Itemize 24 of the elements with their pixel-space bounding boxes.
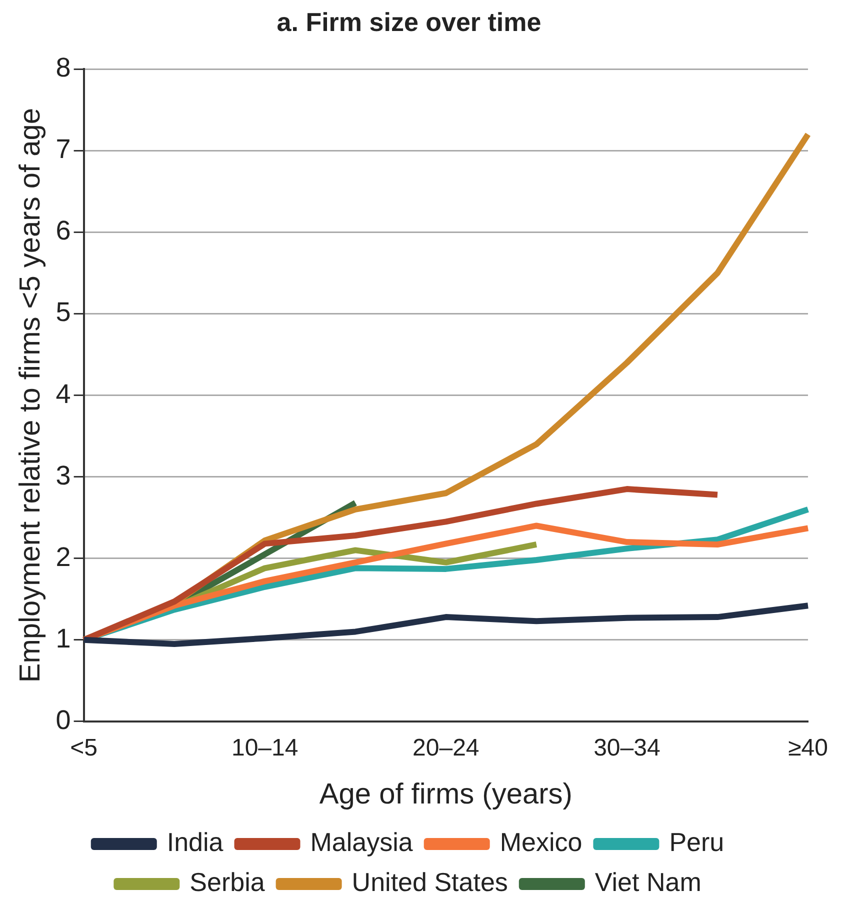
y-tick-label: 0 <box>56 704 71 735</box>
legend-label: Peru <box>669 827 724 858</box>
x-tick-label: 10–14 <box>231 734 298 762</box>
legend-label: Malaysia <box>310 827 414 858</box>
x-tick-label: <5 <box>70 734 98 762</box>
y-tick-label: 7 <box>56 134 71 164</box>
chart-title: a. Firm size over time <box>276 6 542 37</box>
x-tick-label: 30–34 <box>594 734 660 762</box>
y-tick-label: 8 <box>56 52 71 83</box>
y-tick-label: 2 <box>56 542 71 572</box>
legend-label: Mexico <box>500 827 582 858</box>
legend-label: United States <box>352 867 508 898</box>
y-tick-label: 4 <box>56 378 71 409</box>
y-tick-label: 1 <box>56 623 71 654</box>
legend-label: Serbia <box>190 867 266 898</box>
y-tick-label: 5 <box>56 297 71 328</box>
y-tick-label: 6 <box>56 216 71 246</box>
legend-label: India <box>166 827 224 858</box>
x-tick-label: 20–24 <box>412 734 480 762</box>
legend-label: Viet Nam <box>594 867 702 898</box>
x-axis-title: Age of firms (years) <box>319 778 572 811</box>
y-axis-title: Employment relative to firms <5 years of age <box>14 108 46 683</box>
y-tick-label: 3 <box>56 460 71 490</box>
x-tick-label: ≥40 <box>788 734 828 762</box>
